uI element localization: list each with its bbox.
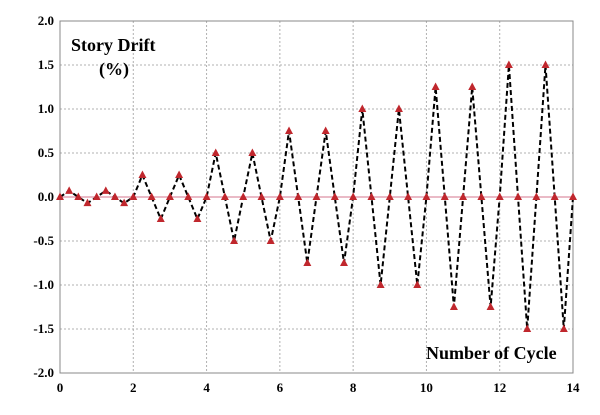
data-point-marker xyxy=(129,192,138,200)
data-point-marker xyxy=(65,186,74,194)
data-point-marker xyxy=(449,302,458,310)
data-point-marker xyxy=(358,104,367,112)
y-tick-label: -2.0 xyxy=(33,365,54,380)
data-point-marker xyxy=(514,192,523,200)
x-tick-label: 12 xyxy=(493,380,506,395)
data-point-marker xyxy=(147,192,156,200)
data-point-marker xyxy=(523,324,532,332)
data-point-marker xyxy=(239,192,248,200)
data-point-marker xyxy=(110,192,119,200)
data-point-marker xyxy=(312,192,321,200)
data-point-marker xyxy=(468,82,477,90)
data-point-marker xyxy=(165,192,174,200)
data-point-marker xyxy=(220,192,229,200)
data-point-marker xyxy=(532,192,541,200)
data-point-marker xyxy=(367,192,376,200)
data-point-marker xyxy=(175,170,184,178)
data-point-marker xyxy=(56,192,64,200)
data-point-marker xyxy=(193,214,202,222)
data-point-marker xyxy=(211,148,220,156)
y-axis-label-line2: (%) xyxy=(99,59,129,80)
data-point-marker xyxy=(404,192,413,200)
data-point-marker xyxy=(266,236,275,244)
data-point-marker xyxy=(248,148,257,156)
data-point-marker xyxy=(349,192,358,200)
data-point-marker xyxy=(285,126,294,134)
data-point-marker xyxy=(321,126,330,134)
data-point-marker xyxy=(413,280,422,288)
data-point-marker xyxy=(504,60,513,68)
data-point-marker xyxy=(422,192,431,200)
x-tick-label: 0 xyxy=(57,380,64,395)
data-point-marker xyxy=(230,236,239,244)
data-point-marker xyxy=(477,192,486,200)
y-tick-label: 1.5 xyxy=(38,57,55,72)
data-point-marker xyxy=(495,192,504,200)
data-point-marker xyxy=(339,258,348,266)
data-point-marker xyxy=(156,214,165,222)
y-tick-label: 0.0 xyxy=(38,189,54,204)
y-tick-label: -1.5 xyxy=(33,321,54,336)
data-point-marker xyxy=(138,170,147,178)
data-point-marker xyxy=(303,258,312,266)
y-tick-label: -0.5 xyxy=(33,233,54,248)
data-point-marker xyxy=(74,192,83,200)
data-point-marker xyxy=(550,192,559,200)
data-point-marker xyxy=(559,324,568,332)
y-tick-label: 2.0 xyxy=(38,13,54,28)
data-point-marker xyxy=(376,280,385,288)
data-point-marker xyxy=(83,198,92,207)
data-point-marker xyxy=(202,192,211,200)
x-tick-label: 2 xyxy=(130,380,137,395)
y-axis-label-line1: Story Drift xyxy=(71,35,155,55)
data-point-marker xyxy=(459,192,468,200)
x-tick-label: 8 xyxy=(350,380,357,395)
y-tick-label: -1.0 xyxy=(33,277,54,292)
data-point-marker xyxy=(569,192,577,200)
data-point-marker xyxy=(120,198,129,207)
x-tick-label: 4 xyxy=(203,380,210,395)
data-point-marker xyxy=(257,192,266,200)
data-markers xyxy=(56,60,577,332)
x-axis-label: Number of Cycle xyxy=(426,343,557,363)
data-point-marker xyxy=(294,192,303,200)
x-tick-label: 6 xyxy=(277,380,284,395)
data-point-marker xyxy=(440,192,449,200)
data-point-marker xyxy=(92,192,101,200)
x-tick-label: 14 xyxy=(567,380,581,395)
data-point-marker xyxy=(184,192,193,200)
tick-labels: -2.0 -1.5 -1.0 -0.5 0.0 0.5 1.0 1.5 2.0 0 2 4 6 8 10 12… xyxy=(33,13,580,395)
data-point-marker xyxy=(431,82,440,90)
y-tick-label: 1.0 xyxy=(38,101,54,116)
data-point-marker xyxy=(394,104,403,112)
data-point-marker xyxy=(101,186,110,194)
data-point-marker xyxy=(541,60,550,68)
data-point-marker xyxy=(385,192,394,200)
data-point-marker xyxy=(486,302,495,310)
data-point-marker xyxy=(330,192,339,200)
y-tick-label: 0.5 xyxy=(38,145,55,160)
x-tick-label: 10 xyxy=(420,380,433,395)
data-point-marker xyxy=(275,192,284,200)
